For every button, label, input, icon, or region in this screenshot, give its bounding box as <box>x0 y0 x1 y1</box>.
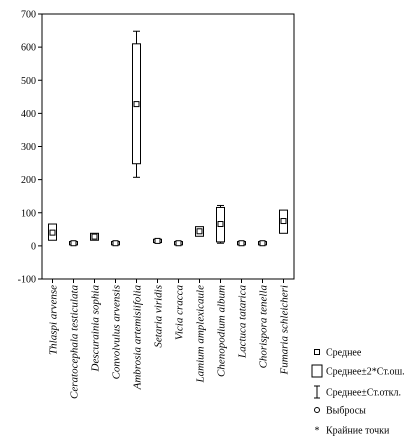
x-tick-label: Vicia cracca <box>174 285 186 341</box>
x-tick-label: Chenopodium album <box>216 285 228 377</box>
mean-marker <box>49 229 56 236</box>
x-tick-label: Lamium amplexicaule <box>195 285 207 384</box>
mean-marker <box>91 233 98 240</box>
mean-marker <box>259 240 266 247</box>
y-tick-label: -100 <box>18 275 36 286</box>
x-tick-label: Chorispora tenella <box>258 285 270 369</box>
legend-extreme-symbol: * <box>315 426 320 437</box>
y-axis: -100 0 100 200 300 400 500 600 700 <box>18 10 42 286</box>
mean-marker <box>217 221 224 228</box>
plot-frame <box>41 13 295 280</box>
x-tick-label: Thlaspi arvense <box>48 285 60 355</box>
mean-marker <box>175 240 182 247</box>
x-tick-label: Fumaria schleicheri <box>279 285 291 376</box>
mean-marker <box>133 101 140 108</box>
y-tick-label: 200 <box>21 175 36 186</box>
y-tick-label: 300 <box>21 142 36 153</box>
legend-label: Крайние точки <box>326 426 390 437</box>
boxes <box>48 30 288 247</box>
legend-label: Выбросы <box>326 406 366 417</box>
legend: Среднее Среднее±2*Ст.ош. Среднее±Ст.откл. В… <box>311 348 405 437</box>
mean-marker <box>154 237 161 244</box>
y-tick-label: 500 <box>21 76 36 87</box>
x-tick-label: Lactuca tatarica <box>237 285 249 360</box>
x-axis: Thlaspi arvense Ceratocephala testiculata… <box>48 279 291 399</box>
mean-marker <box>196 228 203 235</box>
x-tick-label: Descurainia sophia <box>90 285 102 373</box>
mean-marker <box>70 240 77 247</box>
legend-label: Среднее±2*Ст.ош. <box>326 367 405 378</box>
x-tick-label: Convolvulus arvensis <box>111 285 123 379</box>
y-tick-label: 600 <box>21 43 36 54</box>
x-tick-label: Setaria viridis <box>153 285 165 348</box>
legend-label: Среднее <box>326 348 362 359</box>
mean-marker <box>280 218 287 225</box>
y-tick-label: 0 <box>31 241 36 252</box>
legend-outlier-symbol <box>314 407 320 413</box>
mean-marker <box>238 240 245 247</box>
legend-box-symbol <box>311 364 323 378</box>
y-tick-label: 400 <box>21 109 36 120</box>
x-tick-label: Ceratocephala testiculata <box>69 285 81 399</box>
y-tick-label: 100 <box>21 208 36 219</box>
x-tick-label: Ambrosia artemisiifolia <box>132 285 144 391</box>
y-tick-label: 700 <box>21 10 36 21</box>
mean-marker <box>112 240 119 247</box>
legend-label: Среднее±Ст.откл. <box>326 388 401 399</box>
legend-mean-symbol <box>314 349 320 355</box>
